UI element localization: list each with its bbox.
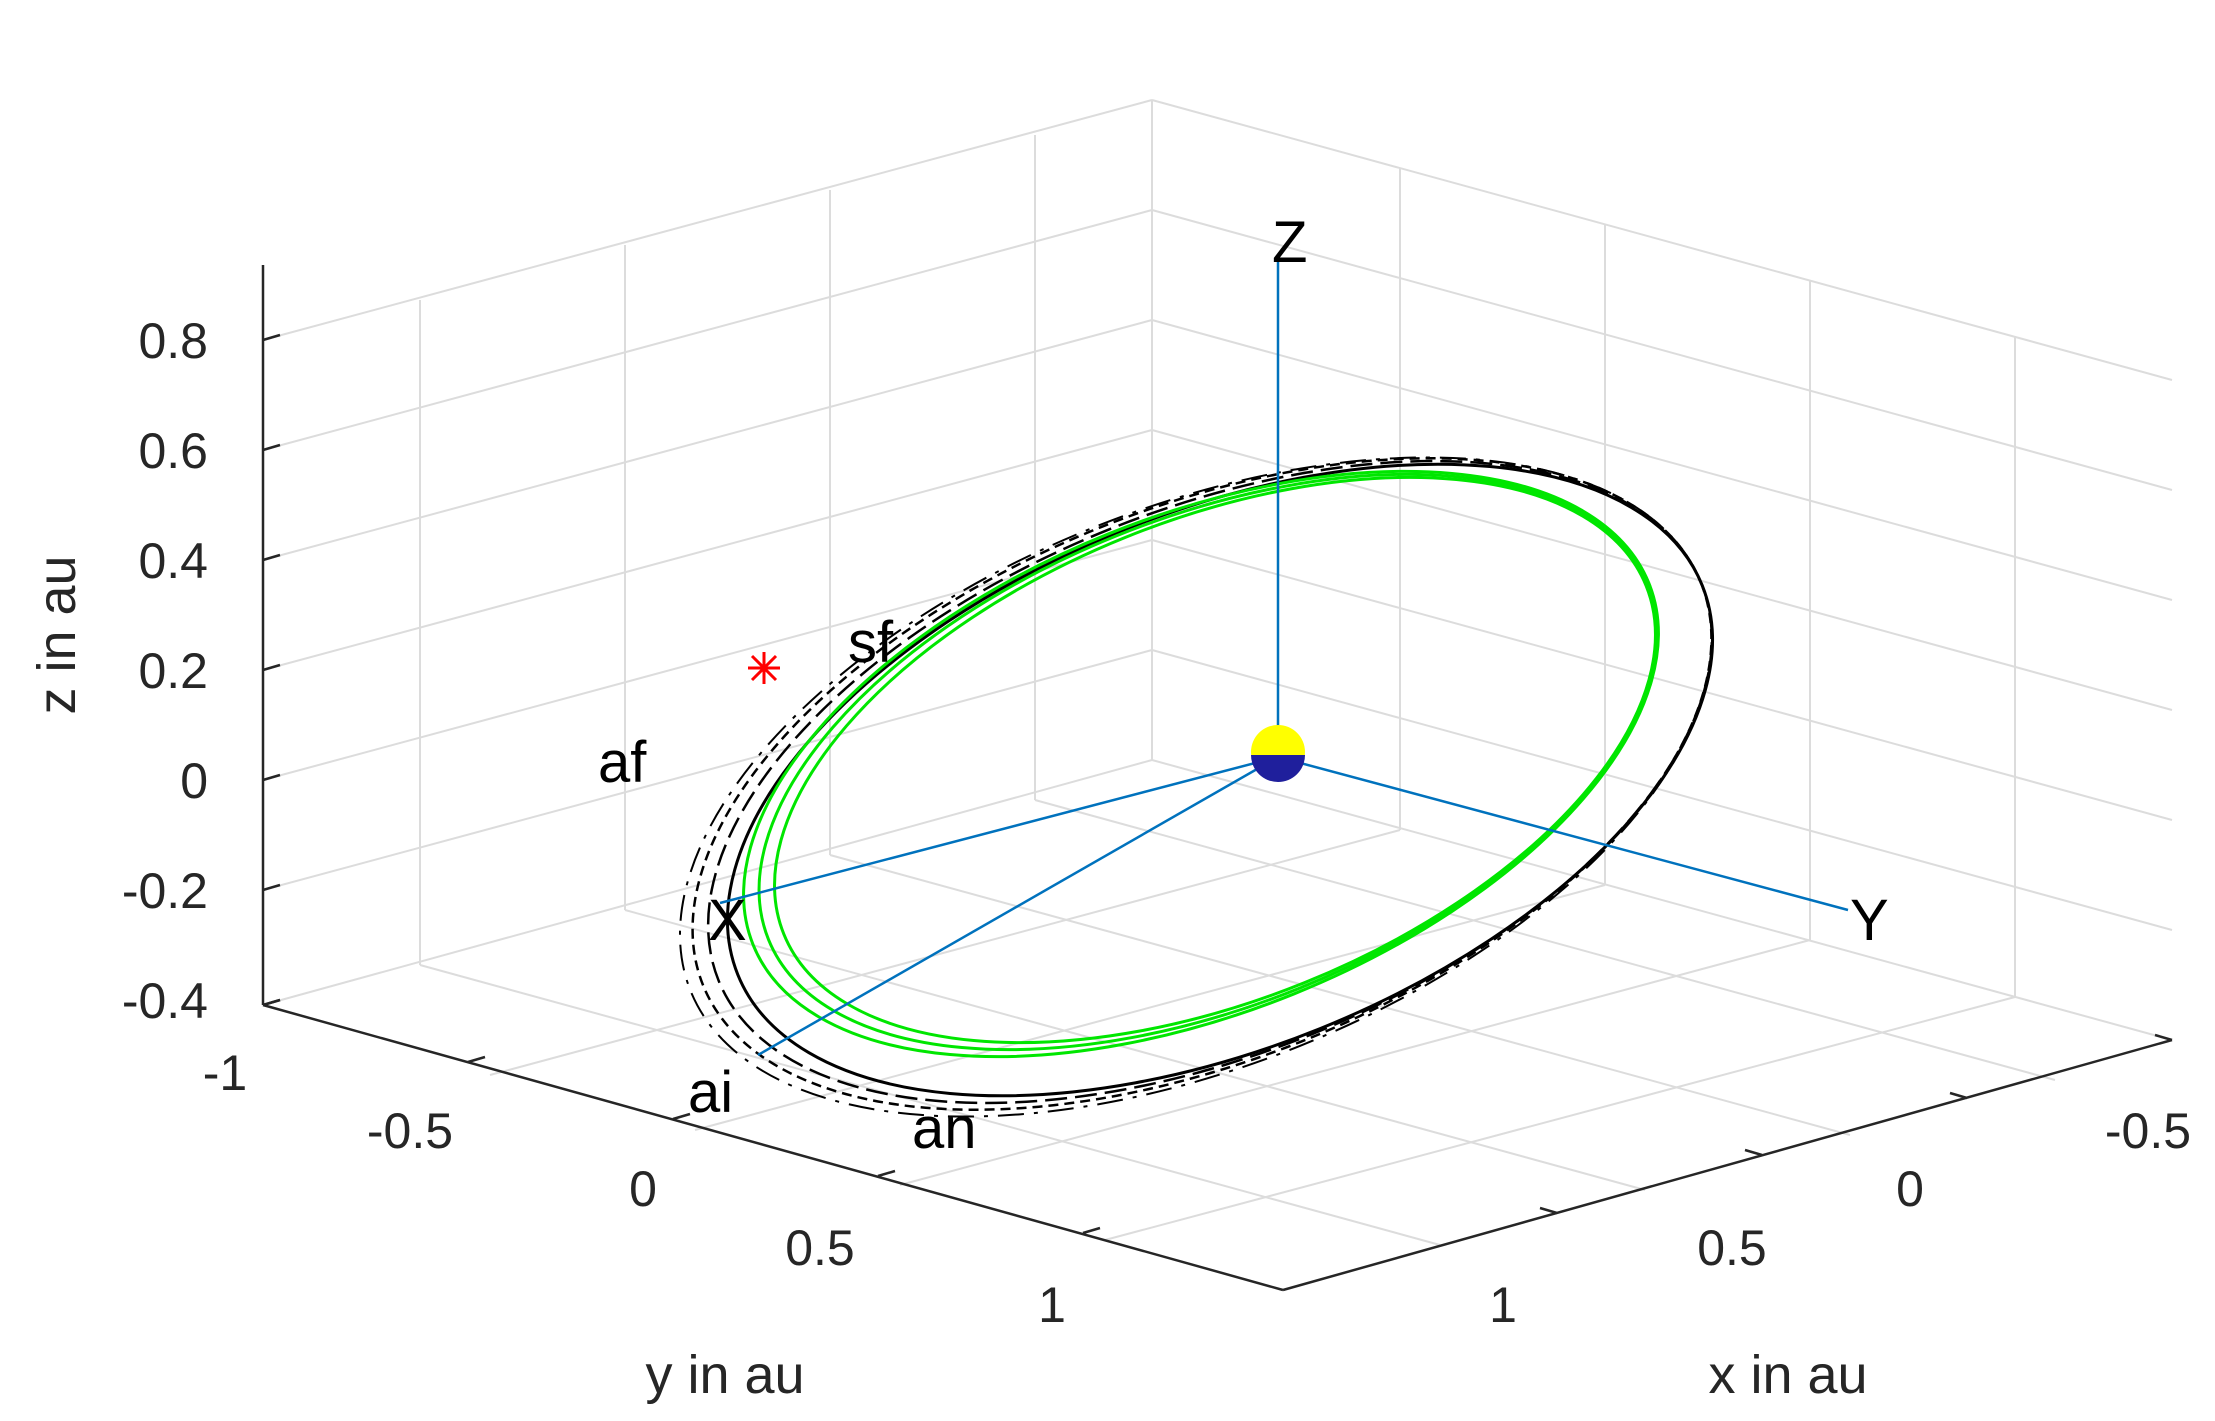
x-axis-label: x in au (1708, 1345, 1867, 1405)
grid-line (262, 209, 1153, 451)
grid-line (1151, 649, 2173, 931)
outer-orbit (678, 456, 1714, 1118)
z-tick (262, 773, 281, 782)
x-tick-labels: -0.5 0 0.5 1 (1489, 1103, 2191, 1333)
orbit-label-an: an (912, 1096, 977, 1161)
grid-line (262, 649, 1153, 891)
frame-axis-label-y: Y (1850, 888, 1889, 953)
x-tick-label: 1 (1489, 1277, 1517, 1333)
y-tick (467, 1055, 486, 1064)
z-tick (262, 333, 281, 342)
x-tick-label: 0 (1896, 1161, 1924, 1217)
grid-line (262, 319, 1153, 561)
grid-line (1151, 759, 2173, 1041)
z-tick-label: -0.4 (122, 973, 208, 1029)
y-tick (877, 1169, 896, 1178)
y-tick-label: -1 (203, 1045, 247, 1101)
z-tick (262, 443, 281, 452)
y-tick-label: 0.5 (785, 1220, 855, 1276)
grid-line (829, 854, 1851, 1136)
axes-frame (261, 265, 2173, 1292)
z-axis-label: z in au (27, 555, 87, 714)
y-tick-labels: -1 -0.5 0 0.5 1 (203, 1045, 1066, 1333)
y-tick (262, 998, 281, 1007)
frame-axes (719, 255, 1849, 1057)
z-tick-label: 0.6 (138, 423, 208, 479)
grid-line (1034, 799, 2056, 1081)
x-tick (1539, 1206, 1558, 1215)
x-axis-line (1282, 1038, 2173, 1292)
z-tick (262, 883, 281, 892)
grid-line (1151, 539, 2173, 821)
inner-orbit (757, 472, 1659, 1052)
grid-line (1151, 99, 2173, 381)
grid-line (1104, 996, 2016, 1241)
grid-line (262, 539, 1153, 781)
outer-orbit (706, 459, 1714, 1105)
inner-orbit (773, 475, 1657, 1045)
sun-icon (1251, 725, 1305, 782)
x-tick (2154, 1033, 2173, 1042)
grid-lines (262, 99, 2173, 1246)
y-tick-label: -0.5 (367, 1103, 453, 1159)
grid-line (899, 939, 1811, 1186)
x-tick-label: 0.5 (1697, 1220, 1767, 1276)
z-tick-label: 0.2 (138, 643, 208, 699)
frame-ai-line (757, 755, 1279, 1057)
x-tick (1744, 1148, 1763, 1157)
frame-x-axis (719, 755, 1279, 905)
grid-line (1151, 209, 2173, 491)
y-tick-label: 0 (629, 1161, 657, 1217)
frame-axis-label-z: Z (1272, 210, 1307, 275)
orbit-label-af: af (598, 730, 647, 795)
grid-line (262, 99, 1153, 341)
z-tick-labels: 0.8 0.6 0.4 0.2 0 -0.2 -0.4 (122, 313, 208, 1029)
z-tick-label: 0.8 (138, 313, 208, 369)
y-tick-label: 1 (1038, 1277, 1066, 1333)
orbit-label-ai: ai (688, 1060, 733, 1125)
frame-y-axis (1277, 755, 1849, 912)
grid-line (262, 759, 1153, 1006)
z-tick-label: -0.2 (122, 863, 208, 919)
y-tick (672, 1112, 691, 1121)
y-axis-label: y in au (645, 1345, 804, 1405)
y-tick (1082, 1226, 1101, 1235)
x-tick (1949, 1091, 1968, 1100)
grid-line (489, 829, 1401, 1076)
x-tick-label: -0.5 (2105, 1103, 2191, 1159)
z-tick-label: 0 (180, 753, 208, 809)
orbit-label-sf: sf (848, 610, 894, 675)
tick-marks (262, 333, 2173, 1235)
z-tick (262, 553, 281, 562)
grid-line (1151, 319, 2173, 601)
marker-star-icon (748, 652, 780, 684)
z-tick (262, 663, 281, 672)
outer-orbits (678, 456, 1714, 1118)
frame-axis-label-x: X (708, 888, 747, 953)
grid-line (262, 429, 1153, 671)
grid-line (694, 884, 1606, 1131)
grid-line (419, 964, 1441, 1246)
z-tick-label: 0.4 (138, 533, 208, 589)
inner-orbits (742, 469, 1660, 1059)
inner-orbit (742, 469, 1660, 1059)
y-axis-line (262, 1003, 1284, 1292)
